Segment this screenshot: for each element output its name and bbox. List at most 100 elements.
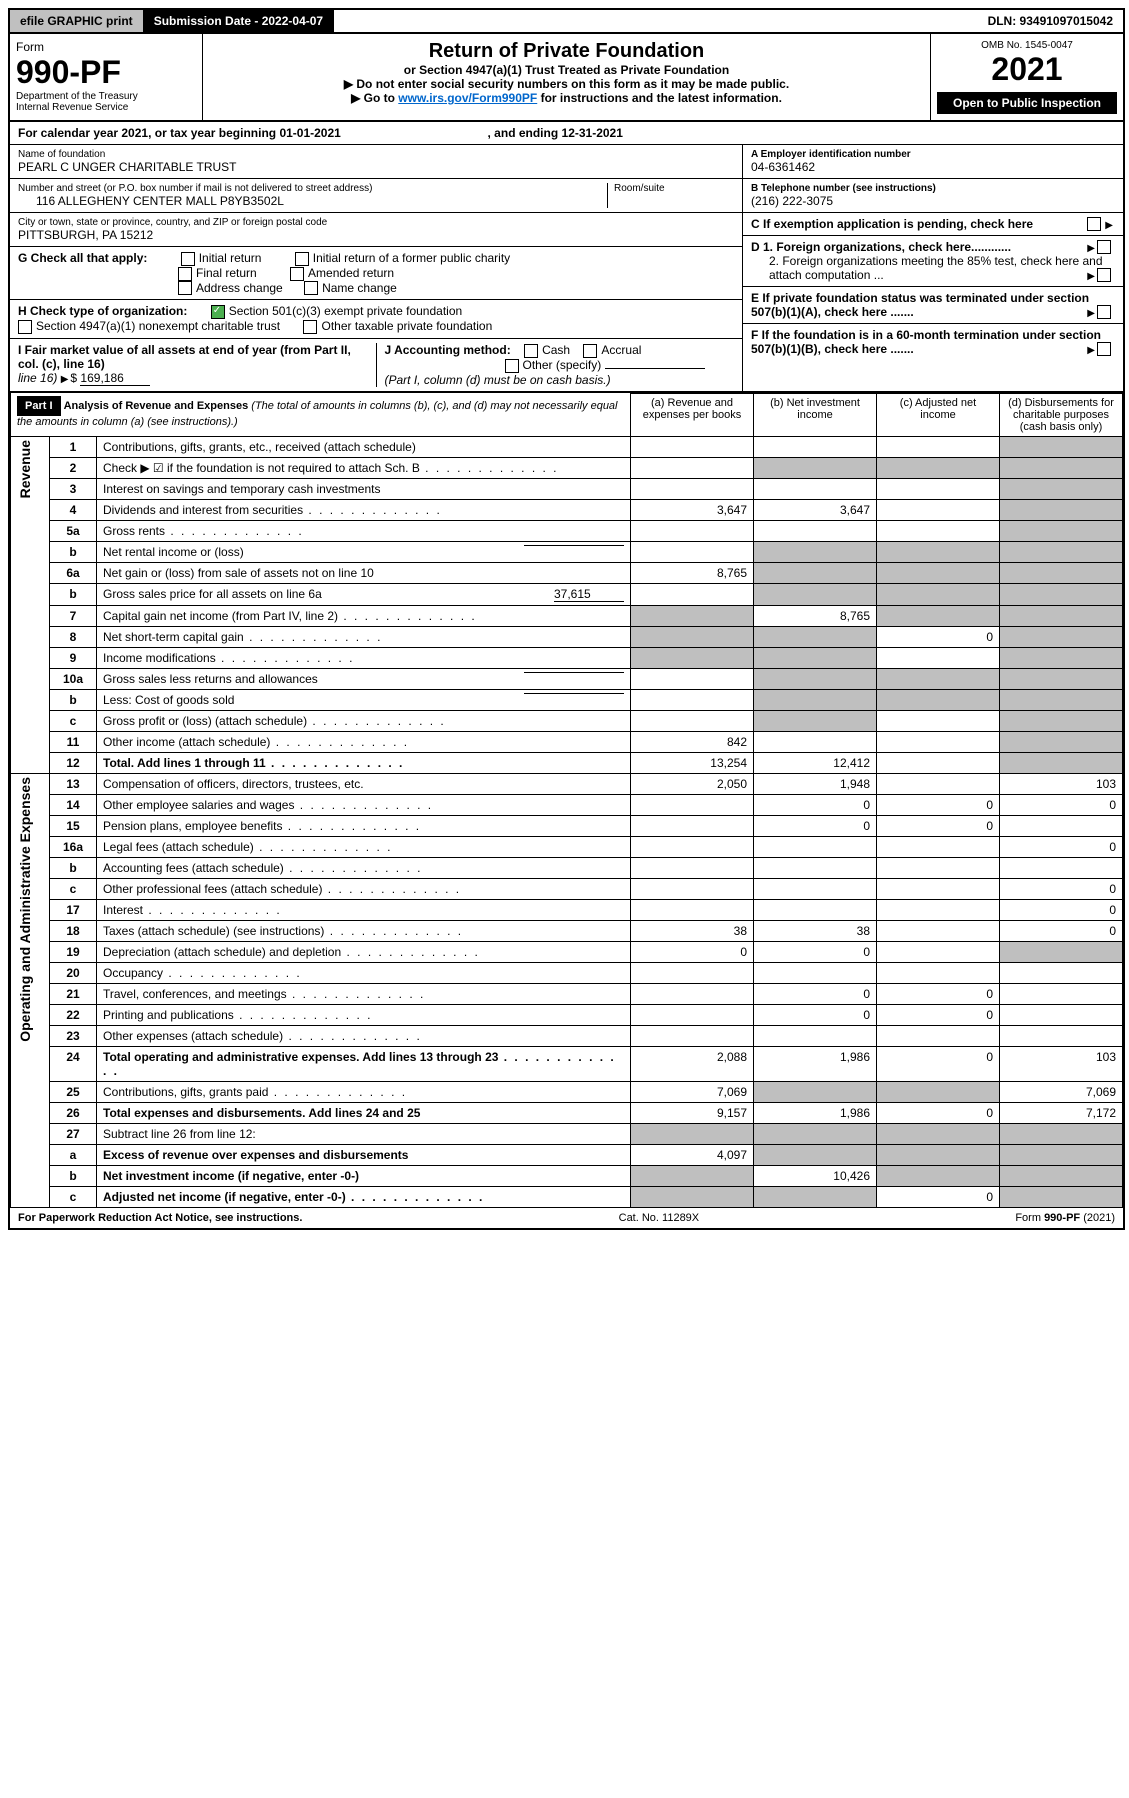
line-desc: Excess of revenue over expenses and disb… [97,1144,631,1165]
form-subtitle: or Section 4947(a)(1) Trust Treated as P… [209,63,924,77]
form-word: Form [16,40,196,54]
cell-col-d [1000,752,1123,773]
cell-col-d [1000,1025,1123,1046]
chk-d2[interactable] [1097,268,1111,282]
arrow-icon [61,371,71,385]
cell-col-a [631,815,754,836]
entity-block: Name of foundation PEARL C UNGER CHARITA… [10,145,1123,393]
cell-col-b: 0 [754,983,877,1004]
cell-col-b [754,668,877,689]
line-number: 20 [50,962,97,983]
cell-col-a [631,457,754,478]
cell-col-d: 7,069 [1000,1081,1123,1102]
cell-col-c [877,878,1000,899]
cell-col-a [631,878,754,899]
section-revenue: Revenue [17,440,33,498]
cell-col-b [754,478,877,499]
chk-address-change[interactable] [178,281,192,295]
phone-row: B Telephone number (see instructions) (2… [743,179,1123,213]
chk-initial-return[interactable] [181,252,195,266]
cal-b: , and ending 12-31-2021 [488,126,623,140]
cell-col-c [877,1144,1000,1165]
line-desc: Capital gain net income (from Part IV, l… [97,605,631,626]
chk-other-method[interactable] [505,359,519,373]
chk-accrual[interactable] [583,344,597,358]
line-number: b [50,583,97,605]
table-row: cAdjusted net income (if negative, enter… [11,1186,1123,1207]
cell-col-d [1000,815,1123,836]
cell-col-d [1000,605,1123,626]
cell-col-d [1000,731,1123,752]
table-row: bNet investment income (if negative, ent… [11,1165,1123,1186]
chk-initial-former[interactable] [295,252,309,266]
cell-col-d [1000,962,1123,983]
cell-col-c [877,773,1000,794]
arrow-icon [1087,305,1097,319]
table-row: 26Total expenses and disbursements. Add … [11,1102,1123,1123]
table-row: 5aGross rents [11,520,1123,541]
cell-col-c: 0 [877,794,1000,815]
cell-col-b: 1,948 [754,773,877,794]
name-label: Name of foundation [18,149,734,160]
cell-col-c [877,899,1000,920]
cell-col-b: 38 [754,920,877,941]
h-o2: Section 4947(a)(1) nonexempt charitable … [36,319,280,333]
submission-date: Submission Date - 2022-04-07 [144,10,334,32]
line-desc: Net gain or (loss) from sale of assets n… [97,562,631,583]
cell-col-a [631,647,754,668]
cell-col-c [877,731,1000,752]
page-footer: For Paperwork Reduction Act Notice, see … [10,1208,1123,1228]
chk-exemption-pending[interactable] [1087,217,1101,231]
line-desc: Less: Cost of goods sold [97,689,631,710]
cell-col-a: 842 [631,731,754,752]
cell-col-c [877,836,1000,857]
cell-col-b: 0 [754,1004,877,1025]
j-o2: Accrual [601,343,641,357]
chk-final-return[interactable] [178,267,192,281]
phone-label: B Telephone number (see instructions) [751,183,1115,194]
cell-col-b [754,647,877,668]
cell-col-c [877,605,1000,626]
chk-e[interactable] [1097,305,1111,319]
chk-amended[interactable] [290,267,304,281]
cell-col-d [1000,1144,1123,1165]
dln: DLN: 93491097015042 [978,10,1123,32]
line-desc: Total operating and administrative expen… [97,1046,631,1081]
chk-cash[interactable] [524,344,538,358]
cell-col-a: 2,050 [631,773,754,794]
table-row: 24Total operating and administrative exp… [11,1046,1123,1081]
cell-col-b: 1,986 [754,1046,877,1081]
chk-f[interactable] [1097,342,1111,356]
cell-col-d: 103 [1000,1046,1123,1081]
line-number: 6a [50,562,97,583]
cell-col-a [631,583,754,605]
chk-4947a1[interactable] [18,320,32,334]
table-row: aExcess of revenue over expenses and dis… [11,1144,1123,1165]
ein-label: A Employer identification number [751,149,1115,160]
cell-col-a [631,478,754,499]
line-number: 19 [50,941,97,962]
part1-title: Analysis of Revenue and Expenses [64,400,249,412]
cell-col-b [754,962,877,983]
line-number: 5a [50,520,97,541]
cell-col-d [1000,541,1123,562]
cell-col-d [1000,1004,1123,1025]
table-row: 12Total. Add lines 1 through 1113,25412,… [11,752,1123,773]
box-c: C If exemption application is pending, c… [743,213,1123,236]
cell-col-d [1000,1165,1123,1186]
line-number: 7 [50,605,97,626]
cell-col-c [877,920,1000,941]
line-number: 10a [50,668,97,689]
chk-other-taxable[interactable] [303,320,317,334]
cell-col-c [877,668,1000,689]
cell-col-a: 3,647 [631,499,754,520]
chk-name-change[interactable] [304,281,318,295]
table-row: 25Contributions, gifts, grants paid7,069… [11,1081,1123,1102]
chk-501c3[interactable] [211,305,225,319]
h-o3: Other taxable private foundation [321,319,492,333]
line-desc: Net rental income or (loss) [97,541,631,562]
chk-d1[interactable] [1097,240,1111,254]
footer-mid: Cat. No. 11289X [619,1212,700,1224]
irs-link[interactable]: www.irs.gov/Form990PF [398,91,537,105]
cell-col-c [877,1025,1000,1046]
